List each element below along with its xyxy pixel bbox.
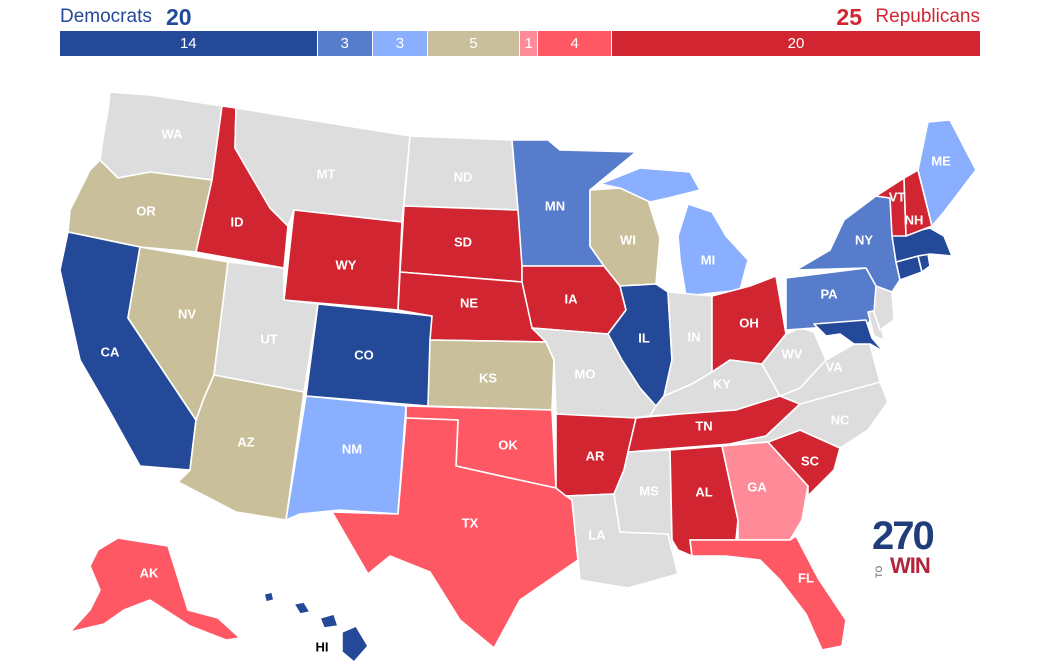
- state-ak[interactable]: [69, 537, 241, 641]
- bar-segment: 1: [519, 31, 539, 56]
- label-mn: MN: [545, 198, 565, 213]
- label-la: LA: [588, 527, 606, 542]
- bar-segment: 5: [427, 31, 520, 56]
- bar-segment: 3: [372, 31, 428, 56]
- label-in: IN: [688, 329, 701, 344]
- label-or: OR: [136, 203, 156, 218]
- label-vt: VT: [889, 189, 906, 204]
- logo-win: WIN: [890, 553, 931, 578]
- label-az: AZ: [237, 434, 254, 449]
- label-wv: WV: [782, 346, 803, 361]
- label-wy: WY: [336, 257, 357, 272]
- label-tn: TN: [695, 418, 712, 433]
- label-ia: IA: [565, 291, 579, 306]
- bar-segment: 14: [60, 31, 318, 56]
- label-ny: NY: [855, 232, 873, 247]
- label-mi: MI: [701, 252, 715, 267]
- label-wi: WI: [620, 232, 636, 247]
- label-il: IL: [638, 330, 650, 345]
- label-nh: NH: [905, 212, 924, 227]
- label-id: ID: [231, 214, 244, 229]
- header: Democrats 20 25 Republicans: [60, 4, 980, 32]
- state-fl[interactable]: [689, 535, 847, 651]
- label-fl: FL: [798, 570, 814, 585]
- label-nc: NC: [831, 412, 850, 427]
- label-co: CO: [354, 347, 374, 362]
- label-mt: MT: [317, 166, 336, 181]
- bar-segment: 4: [538, 31, 612, 56]
- label-mo: MO: [575, 366, 596, 381]
- label-ca: CA: [101, 344, 120, 359]
- state-hi[interactable]: [263, 591, 369, 663]
- state-tx[interactable]: [331, 417, 579, 649]
- state-nj[interactable]: [873, 285, 895, 331]
- label-ak: AK: [140, 565, 159, 580]
- label-ut: UT: [260, 331, 277, 346]
- label-ga: GA: [747, 479, 767, 494]
- state-ks[interactable]: [427, 339, 555, 411]
- label-tx: TX: [462, 515, 479, 530]
- label-wa: WA: [162, 126, 184, 141]
- label-sd: SD: [454, 234, 472, 249]
- label-nv: NV: [178, 306, 196, 321]
- label-ms: MS: [639, 483, 659, 498]
- democrats-label: Democrats: [60, 6, 152, 27]
- label-sc: SC: [801, 453, 820, 468]
- label-ok: OK: [498, 437, 518, 452]
- republicans-total: 25: [836, 4, 862, 30]
- label-me: ME: [931, 153, 951, 168]
- state-vt[interactable]: [875, 177, 907, 237]
- state-az[interactable]: [177, 374, 305, 521]
- label-ar: AR: [586, 448, 605, 463]
- republicans-label: Republicans: [875, 6, 980, 27]
- label-oh: OH: [739, 315, 759, 330]
- 270towin-logo[interactable]: 270 TO WIN: [872, 516, 942, 582]
- label-va: VA: [825, 359, 843, 374]
- label-nd: ND: [454, 169, 473, 184]
- label-ne: NE: [460, 295, 478, 310]
- label-hi: HI: [316, 639, 329, 654]
- logo-number: 270: [872, 514, 935, 558]
- state-ma[interactable]: [891, 227, 953, 263]
- seat-count-bar: 14 3 3 5 1 4 20: [60, 31, 980, 56]
- label-nm: NM: [342, 441, 362, 456]
- label-al: AL: [695, 484, 712, 499]
- bar-segment: 3: [317, 31, 373, 56]
- logo-to: TO: [874, 565, 884, 578]
- bar-segment: 20: [611, 31, 980, 56]
- label-pa: PA: [820, 286, 838, 301]
- state-nm[interactable]: [285, 395, 407, 521]
- democrats-total: 20: [166, 4, 192, 30]
- state-or[interactable]: [67, 159, 213, 253]
- state-me[interactable]: [917, 119, 977, 227]
- state-wv[interactable]: [761, 327, 827, 397]
- state-md[interactable]: [813, 319, 885, 353]
- label-ky: KY: [713, 376, 731, 391]
- label-ks: KS: [479, 370, 497, 385]
